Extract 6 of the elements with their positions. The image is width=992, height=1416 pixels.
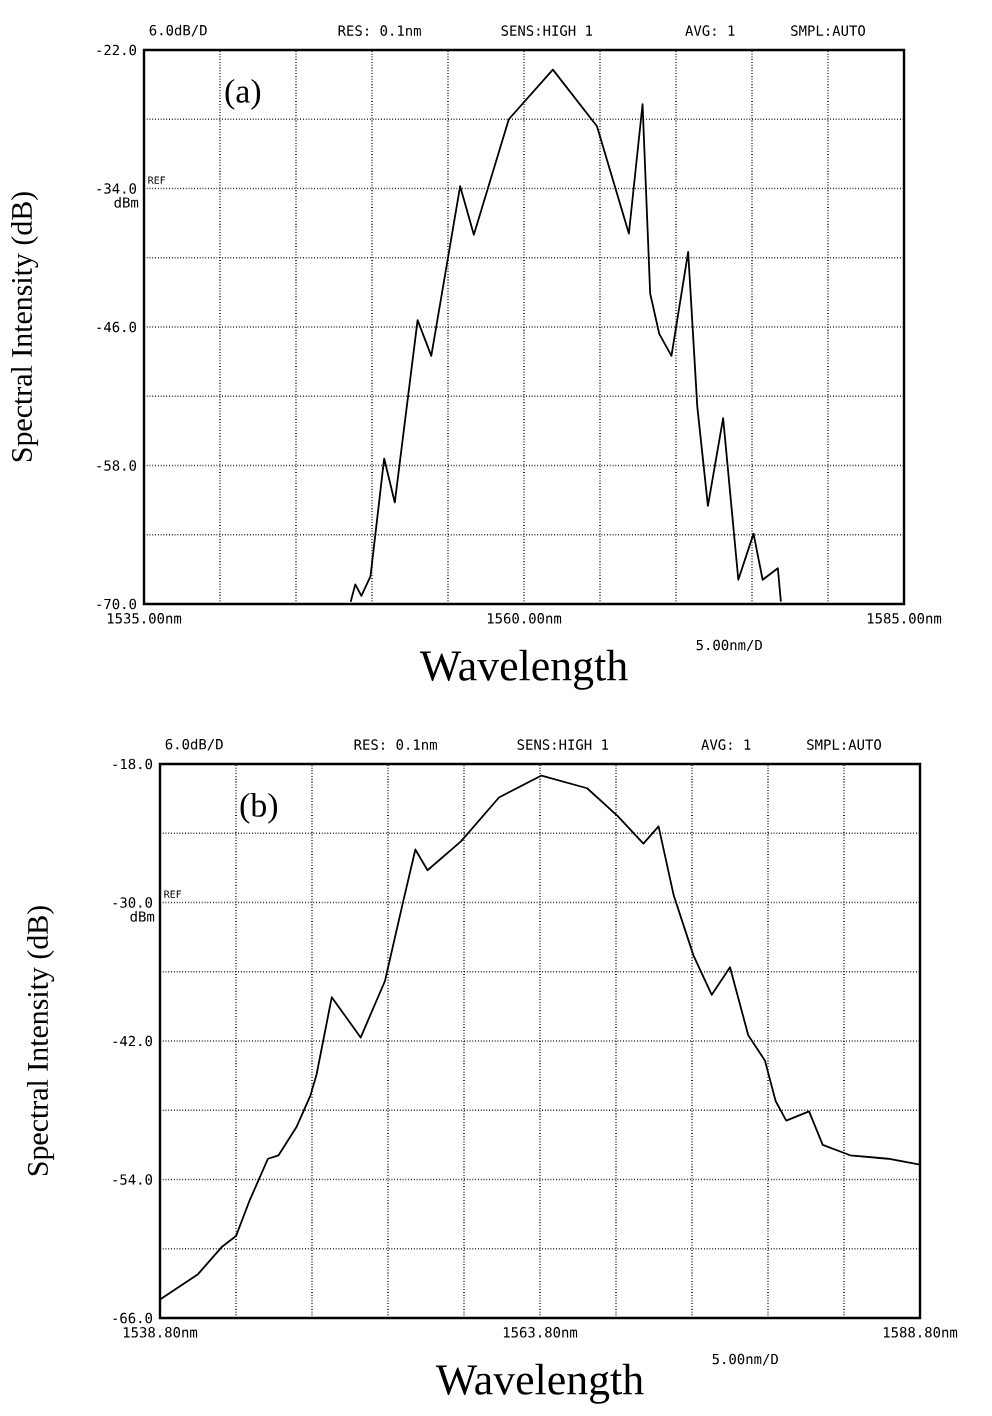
annotation: (b) (240, 792, 278, 824)
x-axis-title: Wavelength (419, 649, 628, 690)
annotation: (a) (225, 78, 261, 110)
y-axis-title: Spectral Intensity (dB) (26, 906, 55, 1176)
y-axis-title: Spectral Intensity (dB) (10, 192, 39, 462)
x-axis-title: Wavelength (435, 1363, 644, 1404)
